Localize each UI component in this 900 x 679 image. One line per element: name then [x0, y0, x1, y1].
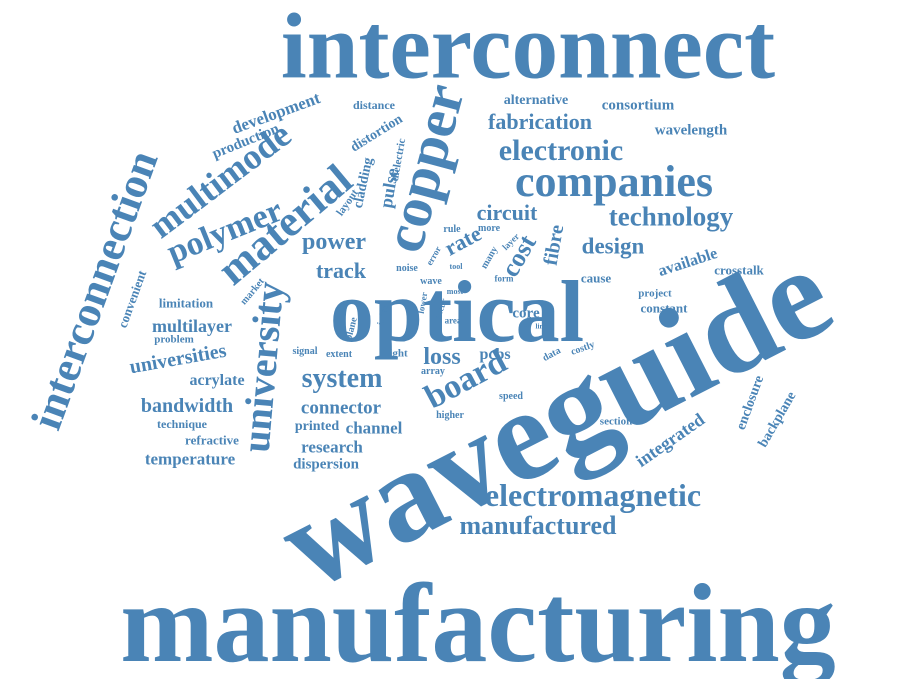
word-refractive: refractive: [185, 432, 239, 448]
word-electronic: electronic: [498, 134, 624, 167]
word-alternative: alternative: [503, 93, 569, 108]
word-speed: speed: [499, 391, 523, 402]
word-light: light: [386, 347, 408, 360]
word-fabrication: fabrication: [488, 109, 592, 134]
word-constant: constant: [640, 300, 688, 316]
word-crosstalk: crosstalk: [714, 262, 764, 278]
word-line: line: [535, 322, 547, 331]
word-power: power: [302, 229, 366, 255]
word-printed: printed: [294, 419, 340, 434]
word-wavelength: wavelength: [654, 122, 728, 139]
word-interconnection: interconnection: [21, 144, 168, 436]
word-technology: technology: [608, 201, 734, 232]
word-acrylate: acrylate: [189, 372, 245, 389]
word-most: most: [446, 287, 464, 296]
word-form: form: [494, 273, 514, 284]
word-distance: distance: [353, 98, 395, 112]
word-loss: loss: [423, 344, 461, 370]
word-design: design: [581, 233, 645, 259]
word-system: system: [301, 363, 383, 394]
word-more: more: [477, 223, 501, 234]
word-project: project: [638, 287, 672, 300]
word-limitation: limitation: [158, 295, 214, 311]
word-wave: wave: [420, 276, 442, 287]
word-extent: extent: [325, 349, 353, 360]
word-backplane: backplane: [755, 389, 800, 451]
word-fibre: fibre: [539, 223, 569, 267]
word-technique: technique: [156, 417, 208, 431]
word-tool: tool: [449, 262, 463, 271]
word-signal: signal: [292, 346, 318, 357]
word-consortium: consortium: [601, 97, 675, 114]
word-manufactured: manufactured: [459, 511, 617, 540]
word-higher: higher: [436, 410, 464, 421]
word-cause: cause: [580, 270, 612, 286]
word-electromagnetic: electromagnetic: [484, 477, 702, 513]
word-area: area: [444, 315, 462, 326]
word-problem: problem: [154, 333, 194, 346]
word-circuit: circuit: [476, 200, 538, 225]
word-noise: noise: [396, 263, 418, 274]
word-track: track: [315, 258, 367, 283]
word-rule: rule: [443, 224, 461, 235]
word-companies: companies: [515, 157, 713, 206]
word-channel: channel: [345, 418, 403, 438]
word-temperature: temperature: [144, 449, 236, 469]
word-optical: optical: [329, 264, 585, 361]
word-array: array: [421, 366, 445, 377]
word-multilayer: multilayer: [152, 316, 232, 336]
word-university: university: [232, 279, 293, 455]
word-section: section: [599, 415, 633, 428]
word-manufacturing: manufacturing: [120, 562, 836, 679]
word-mas: mas: [518, 321, 532, 330]
word-bandwidth: bandwidth: [140, 395, 234, 417]
word-core: core: [512, 305, 540, 322]
word-interconnect: interconnect: [280, 0, 776, 99]
word-research: research: [301, 437, 363, 457]
word-connector: connector: [300, 397, 382, 419]
word-dispersion: dispersion: [293, 456, 359, 473]
word-pcbs: pcbs: [479, 346, 511, 363]
